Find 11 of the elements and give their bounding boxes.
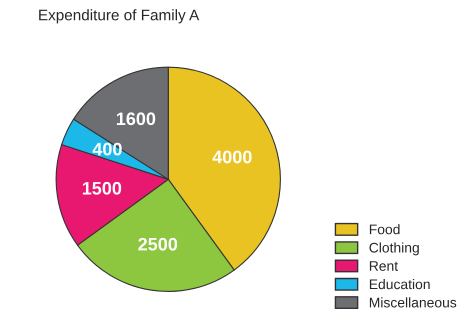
legend-label: Education [370, 278, 430, 290]
data-label: 1500 [82, 182, 122, 195]
data-label: 2500 [138, 238, 178, 251]
legend-label: Rent [370, 261, 398, 271]
legend-label: Miscellaneous [370, 297, 456, 308]
data-label: 1600 [116, 112, 156, 126]
legend-label: Clothing [369, 242, 419, 256]
chart-title: Expenditure of Family A [39, 9, 200, 24]
legend-label: Food [370, 224, 400, 234]
data-label: 400 [92, 142, 122, 156]
data-label: 4000 [212, 150, 252, 164]
